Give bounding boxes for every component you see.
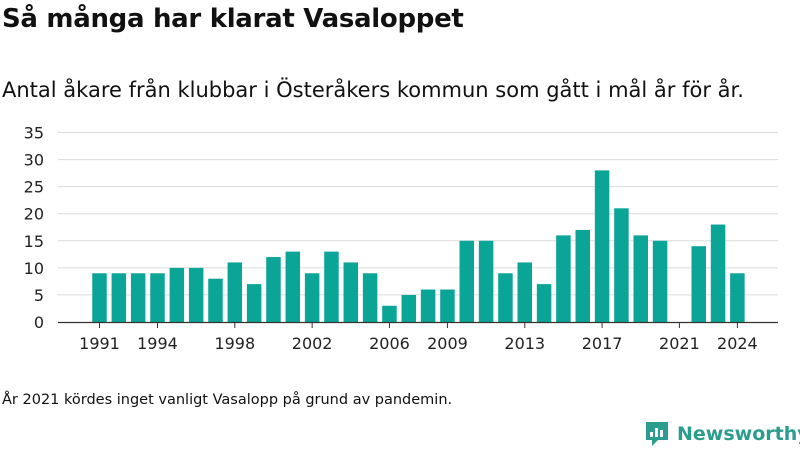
bar-2019 (633, 235, 648, 322)
y-axis-ticks: 0 5 10 15 20 25 30 35 (24, 124, 44, 333)
bar-1996 (188, 267, 204, 322)
x-tick-label: 2017 (582, 334, 623, 353)
bar-2022 (691, 246, 706, 322)
bar-2016 (575, 229, 590, 322)
bar-1995 (169, 267, 185, 322)
newsworthy-logo-icon (646, 422, 668, 446)
footnote: År 2021 kördes inget vanligt Vasalopp på… (2, 392, 453, 408)
bar-2023 (710, 224, 726, 322)
bar-2002 (304, 273, 320, 322)
y-tick-label: 15 (24, 232, 44, 251)
x-tick-label: 2021 (659, 334, 700, 353)
gridlines (58, 132, 778, 296)
bar-2004 (343, 262, 359, 322)
bar-2024 (730, 273, 745, 322)
bar-2006 (382, 305, 397, 322)
bar-1991 (92, 273, 107, 322)
y-tick-label: 25 (24, 178, 44, 197)
bar-2013 (517, 262, 533, 322)
x-tick-label: 2024 (717, 334, 758, 353)
bar-2000 (266, 257, 281, 322)
chart-title: Så många har klarat Vasaloppet (2, 4, 464, 34)
bar-2008 (420, 289, 436, 322)
bar-1999 (246, 284, 262, 322)
x-tick-label: 2009 (427, 334, 468, 353)
bar-2014 (536, 284, 552, 322)
bar-2015 (556, 235, 571, 322)
y-tick-label: 20 (24, 205, 44, 224)
y-tick-label: 30 (24, 151, 44, 170)
y-tick-label: 10 (24, 259, 44, 278)
bar-2001 (285, 251, 301, 322)
bar-2012 (498, 273, 513, 322)
y-tick-label: 35 (24, 124, 44, 143)
x-tick-label: 2002 (292, 334, 333, 353)
bar-2020 (652, 240, 668, 322)
bar-1998 (227, 262, 243, 322)
x-tick-label: 1994 (137, 334, 178, 353)
x-tick-label: 1998 (214, 334, 255, 353)
bar-chart: 0 5 10 15 20 25 30 35 1991 1994 1998 2002 2006 2009 2… (24, 124, 778, 353)
x-axis: 1991 1994 1998 2002 2006 2009 2013 2017 2021 2024 (58, 321, 778, 353)
bar-1993 (130, 273, 146, 322)
bar-2005 (362, 273, 378, 322)
brand-logo: Newsworthy (644, 420, 800, 448)
bar-1992 (111, 273, 127, 322)
bar-2007 (401, 294, 417, 322)
x-tick-label: 2013 (504, 334, 545, 353)
brand-name: Newsworthy (677, 423, 800, 445)
y-tick-label: 5 (34, 286, 44, 305)
bars (92, 170, 745, 322)
x-tick-label: 2006 (369, 334, 410, 353)
bar-2010 (459, 240, 475, 322)
x-tick-label: 1991 (79, 334, 120, 353)
y-tick-label: 0 (34, 313, 44, 332)
bar-2011 (478, 240, 494, 322)
bar-1997 (208, 278, 223, 322)
bar-2003 (324, 251, 339, 322)
bar-2018 (614, 208, 629, 322)
bar-2017 (594, 170, 610, 322)
bar-1994 (150, 273, 165, 322)
chart-subtitle: Antal åkare från klubbar i Österåkers ko… (2, 78, 744, 102)
bar-2009 (440, 289, 455, 322)
